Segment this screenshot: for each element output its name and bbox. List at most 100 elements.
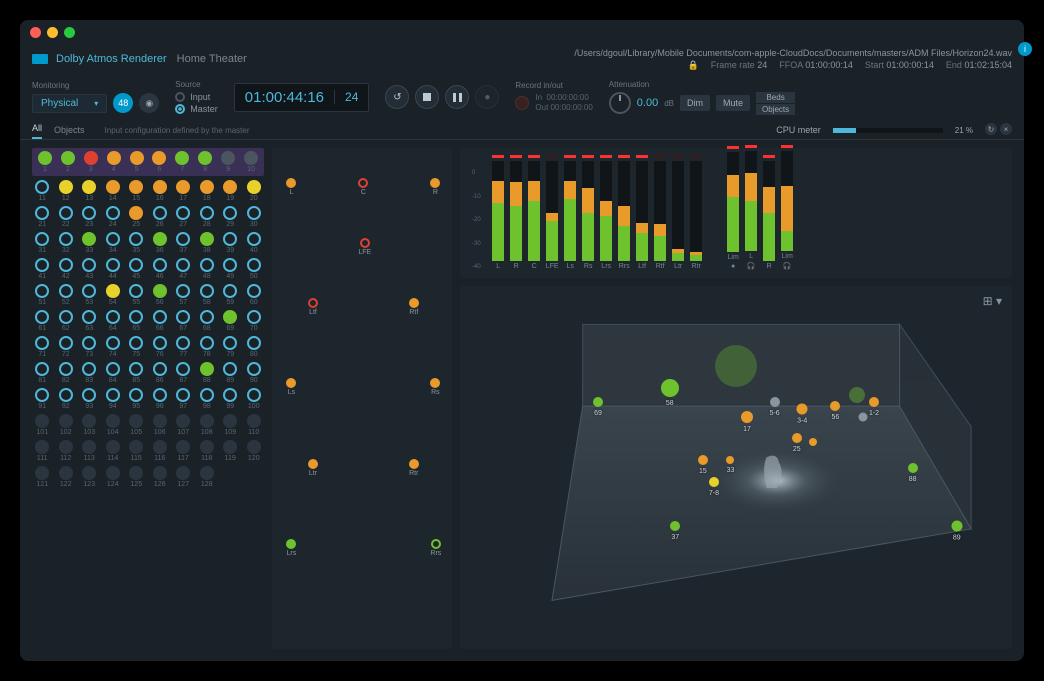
object-63[interactable]: 63 [79,310,100,332]
object-106[interactable]: 106 [150,414,171,436]
object-21[interactable]: 21 [32,206,53,228]
object-73[interactable]: 73 [79,336,100,358]
object-61[interactable]: 61 [32,310,53,332]
object-118[interactable]: 118 [197,440,218,462]
room-object[interactable]: 17 [741,411,753,423]
object-116[interactable]: 116 [150,440,171,462]
object-57[interactable]: 57 [173,284,194,306]
object-25[interactable]: 25 [126,206,147,228]
dim-button[interactable]: Dim [680,95,710,111]
object-51[interactable]: 51 [32,284,53,306]
object-100[interactable]: 100 [244,388,265,410]
globe-button[interactable]: ◉ [139,93,159,113]
object-104[interactable]: 104 [103,414,124,436]
object-13[interactable]: 13 [79,180,100,202]
speaker-Rs[interactable]: Rs [430,378,440,396]
object-91[interactable]: 91 [32,388,53,410]
room-object[interactable]: 15 [698,455,708,465]
room-object[interactable] [858,412,867,421]
object-17[interactable]: 17 [173,180,194,202]
object-87[interactable]: 87 [173,362,194,384]
room-object[interactable]: 89 [951,520,962,531]
object-83[interactable]: 83 [79,362,100,384]
object-119[interactable]: 119 [220,440,241,462]
object-67[interactable]: 67 [173,310,194,332]
object-89[interactable]: 89 [220,362,241,384]
view-mode-button[interactable]: ⊞ ▾ [983,294,1002,308]
object-23[interactable]: 23 [79,206,100,228]
object-128[interactable]: 128 [197,466,218,488]
object-31[interactable]: 31 [32,232,53,254]
object-115[interactable]: 115 [126,440,147,462]
object-4[interactable]: 4 [104,151,124,173]
object-82[interactable]: 82 [56,362,77,384]
object-59[interactable]: 59 [220,284,241,306]
room-object[interactable] [849,387,865,403]
object-18[interactable]: 18 [197,180,218,202]
object-84[interactable]: 84 [103,362,124,384]
object-125[interactable]: 125 [126,466,147,488]
object-5[interactable]: 5 [127,151,147,173]
object-70[interactable]: 70 [244,310,265,332]
object-22[interactable]: 22 [56,206,77,228]
monitoring-dropdown[interactable]: Physical [32,94,107,113]
object-35[interactable]: 35 [126,232,147,254]
object-94[interactable]: 94 [103,388,124,410]
speaker-Ls[interactable]: Ls [286,378,296,396]
object-40[interactable]: 40 [244,232,265,254]
tab-all[interactable]: All [32,123,42,139]
object-75[interactable]: 75 [126,336,147,358]
object-30[interactable]: 30 [244,206,265,228]
object-9[interactable]: 9 [218,151,238,173]
object-110[interactable]: 110 [244,414,265,436]
object-99[interactable]: 99 [220,388,241,410]
object-20[interactable]: 20 [244,180,265,202]
rewind-button[interactable]: ↺ [385,85,409,109]
object-36[interactable]: 36 [150,232,171,254]
object-122[interactable]: 122 [56,466,77,488]
minimize-icon[interactable] [47,27,58,38]
object-41[interactable]: 41 [32,258,53,280]
cpu-close-icon[interactable]: × [1000,123,1012,135]
object-95[interactable]: 95 [126,388,147,410]
object-26[interactable]: 26 [150,206,171,228]
object-103[interactable]: 103 [79,414,100,436]
object-105[interactable]: 105 [126,414,147,436]
object-102[interactable]: 102 [56,414,77,436]
object-29[interactable]: 29 [220,206,241,228]
close-icon[interactable] [30,27,41,38]
object-48[interactable]: 48 [197,258,218,280]
object-78[interactable]: 78 [197,336,218,358]
speaker-C[interactable]: C [358,178,368,196]
room-object[interactable]: 33 [726,456,734,464]
object-38[interactable]: 38 [197,232,218,254]
cpu-refresh-icon[interactable]: ↻ [985,123,997,135]
object-80[interactable]: 80 [244,336,265,358]
zoom-icon[interactable] [64,27,75,38]
object-112[interactable]: 112 [56,440,77,462]
object-90[interactable]: 90 [244,362,265,384]
room-object[interactable]: 5-6 [770,397,780,407]
beds-objects-toggle[interactable]: Beds Objects [756,92,795,115]
object-88[interactable]: 88 [197,362,218,384]
object-123[interactable]: 123 [79,466,100,488]
object-28[interactable]: 28 [197,206,218,228]
pause-button[interactable] [445,85,469,109]
object-50[interactable]: 50 [244,258,265,280]
object-14[interactable]: 14 [103,180,124,202]
object-85[interactable]: 85 [126,362,147,384]
object-124[interactable]: 124 [103,466,124,488]
object-27[interactable]: 27 [173,206,194,228]
object-46[interactable]: 46 [150,258,171,280]
tab-objects[interactable]: Objects [54,125,85,139]
object-121[interactable]: 121 [32,466,53,488]
object-74[interactable]: 74 [103,336,124,358]
speaker-Rrs[interactable]: Rrs [430,539,441,557]
speaker-Ltf[interactable]: Ltf [308,298,318,316]
stop-button[interactable] [415,85,439,109]
monitoring-badge[interactable]: 48 [113,93,133,113]
speaker-Ltr[interactable]: Ltr [308,459,318,477]
object-32[interactable]: 32 [56,232,77,254]
speaker-R[interactable]: R [430,178,440,196]
object-34[interactable]: 34 [103,232,124,254]
